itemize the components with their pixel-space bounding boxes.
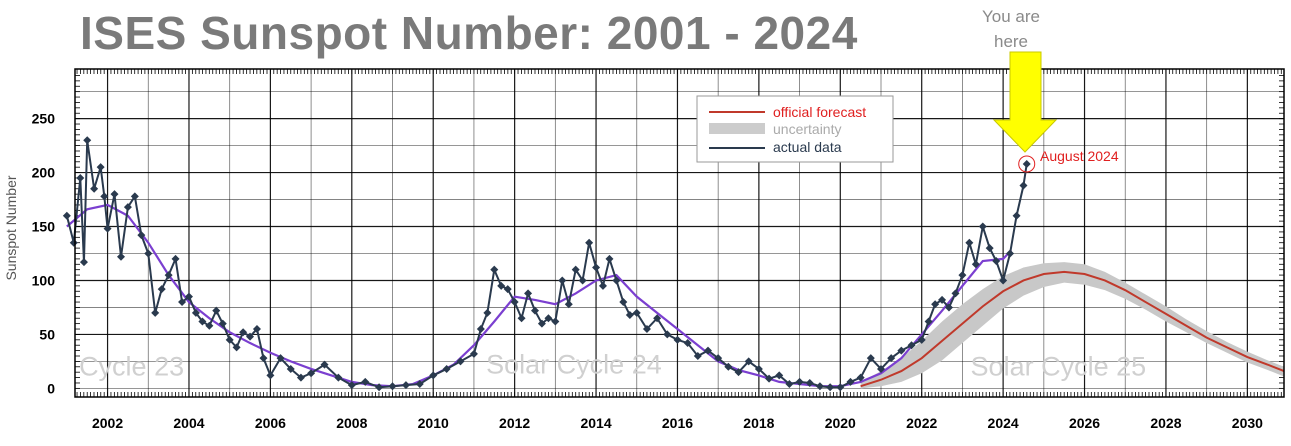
x-tick-label: 2008 [336, 415, 367, 431]
actual-data-point [104, 225, 112, 233]
actual-data-point [986, 244, 994, 252]
actual-data-point [477, 325, 485, 333]
actual-data-point [90, 185, 98, 193]
actual-data-point [958, 271, 966, 279]
actual-data-point [1019, 182, 1027, 190]
x-tick-label: 2014 [580, 415, 611, 431]
legend-label-uncertainty: uncertainty [773, 121, 841, 137]
actual-data-point [158, 285, 166, 293]
actual-data-point [836, 383, 844, 391]
actual-data-point [97, 163, 105, 171]
x-tick-label: 2010 [418, 415, 449, 431]
actual-data-point [389, 382, 397, 390]
cycle-label: Cycle 23 [79, 351, 184, 381]
actual-data-point [470, 350, 478, 358]
x-tick-label: 2018 [743, 415, 774, 431]
actual-data-point [144, 250, 152, 258]
actual-data-point [172, 255, 180, 263]
actual-data-point [673, 336, 681, 344]
latest-point-annotation: August 2024 [1040, 148, 1119, 164]
y-tick-label: 50 [39, 326, 55, 342]
actual-data-point [76, 174, 84, 182]
x-tick-label: 2026 [1069, 415, 1100, 431]
actual-data-point [619, 298, 627, 306]
actual-data-point [605, 255, 613, 263]
actual-data-point [117, 253, 125, 261]
actual-data-point [816, 382, 824, 390]
y-tick-label: 100 [32, 272, 56, 288]
x-tick-label: 2012 [499, 415, 530, 431]
actual-data-point [592, 264, 600, 272]
x-tick-label: 2022 [906, 415, 937, 431]
actual-data-point [1013, 212, 1021, 220]
actual-data-point [558, 276, 566, 284]
actual-data-point [80, 258, 88, 266]
actual-data-point [531, 307, 539, 315]
actual-data-point [490, 266, 498, 274]
actual-data-point [565, 300, 573, 308]
actual-data-point [826, 383, 834, 391]
actual-data-point [63, 212, 71, 220]
x-tick-label: 2004 [173, 415, 204, 431]
cycle-labels: Cycle 23 Solar Cycle 24 Solar Cycle 25 [79, 349, 1146, 381]
x-tick-label: 2028 [1150, 415, 1181, 431]
y-tick-label: 200 [32, 165, 56, 181]
actual-data-point [551, 317, 559, 325]
legend-label-forecast: official forecast [773, 104, 866, 120]
actual-data-point [979, 223, 987, 231]
legend: official forecast uncertainty actual dat… [697, 96, 893, 162]
y-tick-label: 250 [32, 111, 56, 127]
legend-swatch-uncertainty [709, 123, 765, 134]
grid [75, 69, 1284, 397]
y-tick-label: 0 [47, 380, 55, 396]
legend-label-actual: actual data [773, 139, 842, 155]
actual-data-point [70, 239, 78, 247]
actual-data-point [518, 314, 526, 322]
x-tick-label: 2020 [825, 415, 856, 431]
actual-data-point [402, 381, 410, 389]
actual-data-point [483, 309, 491, 317]
actual-data-point [456, 357, 464, 365]
cycle-label: Solar Cycle 24 [486, 349, 662, 379]
actual-data-point [110, 190, 118, 198]
actual-data-point [83, 136, 91, 144]
x-tick-labels: 2002 2004 2006 2008 2010 2012 2014 2016 2018 2020… [92, 415, 1263, 431]
x-tick-label: 2016 [662, 415, 693, 431]
actual-data-point [151, 309, 159, 317]
x-tick-label: 2002 [92, 415, 123, 431]
actual-data-point [599, 282, 607, 290]
x-tick-label: 2024 [988, 415, 1019, 431]
actual-data-point [626, 311, 634, 319]
y-tick-labels: 0 50 100 150 200 250 [32, 111, 56, 397]
actual-data-point [1023, 160, 1031, 168]
actual-data-point [585, 239, 593, 247]
cycle-label: Solar Cycle 25 [971, 351, 1147, 381]
actual-data-point [524, 289, 532, 297]
actual-data-point [497, 282, 505, 290]
actual-data-point [1006, 250, 1014, 258]
y-tick-label: 150 [32, 219, 56, 235]
actual-data-point [965, 239, 973, 247]
actual-data-point [504, 285, 512, 293]
actual-data-point [259, 354, 267, 362]
actual-data-point [212, 307, 220, 315]
y-axis-label: Sunspot Number [3, 175, 19, 280]
x-tick-label: 2030 [1232, 415, 1263, 431]
x-tick-label: 2006 [255, 415, 286, 431]
